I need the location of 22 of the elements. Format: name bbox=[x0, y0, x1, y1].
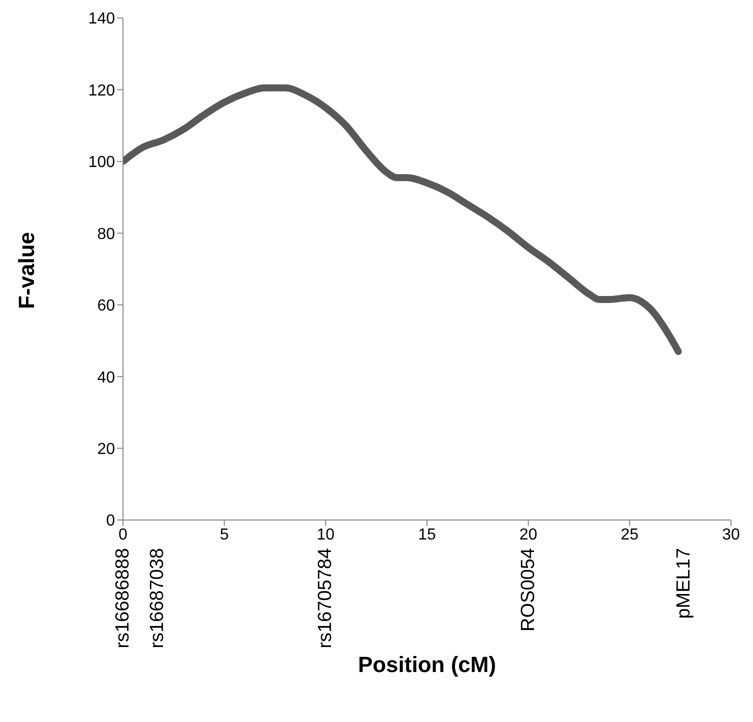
text: ROS0054 bbox=[518, 548, 540, 632]
y-tick-label: 140 bbox=[88, 10, 116, 28]
y-tick-label: 60 bbox=[97, 298, 116, 315]
text: rs16686888 bbox=[112, 548, 134, 648]
y-tick-label: 40 bbox=[97, 369, 116, 386]
x-tick-label: 10 bbox=[316, 526, 335, 544]
x-tick-label: 5 bbox=[220, 526, 229, 544]
y-tick-label: 0 bbox=[106, 512, 116, 530]
x-tick-label: 30 bbox=[722, 526, 740, 544]
text: pMEL17 bbox=[674, 548, 695, 619]
y-tick-label: 20 bbox=[97, 440, 116, 458]
x-tick-label: 0 bbox=[118, 526, 128, 544]
y-tick-label: 100 bbox=[88, 154, 116, 172]
y-tick-label: 80 bbox=[97, 226, 116, 243]
x-axis-title: Position (cM) bbox=[358, 652, 496, 677]
x-tick-label: 20 bbox=[519, 526, 538, 544]
text: rs16705784 bbox=[314, 548, 336, 648]
text: rs16687038 bbox=[147, 548, 168, 648]
x-tick-label: 25 bbox=[620, 526, 639, 544]
y-axis-title: F-value bbox=[14, 232, 39, 309]
x-tick-label: 15 bbox=[418, 526, 436, 544]
y-tick-label: 120 bbox=[88, 82, 116, 100]
